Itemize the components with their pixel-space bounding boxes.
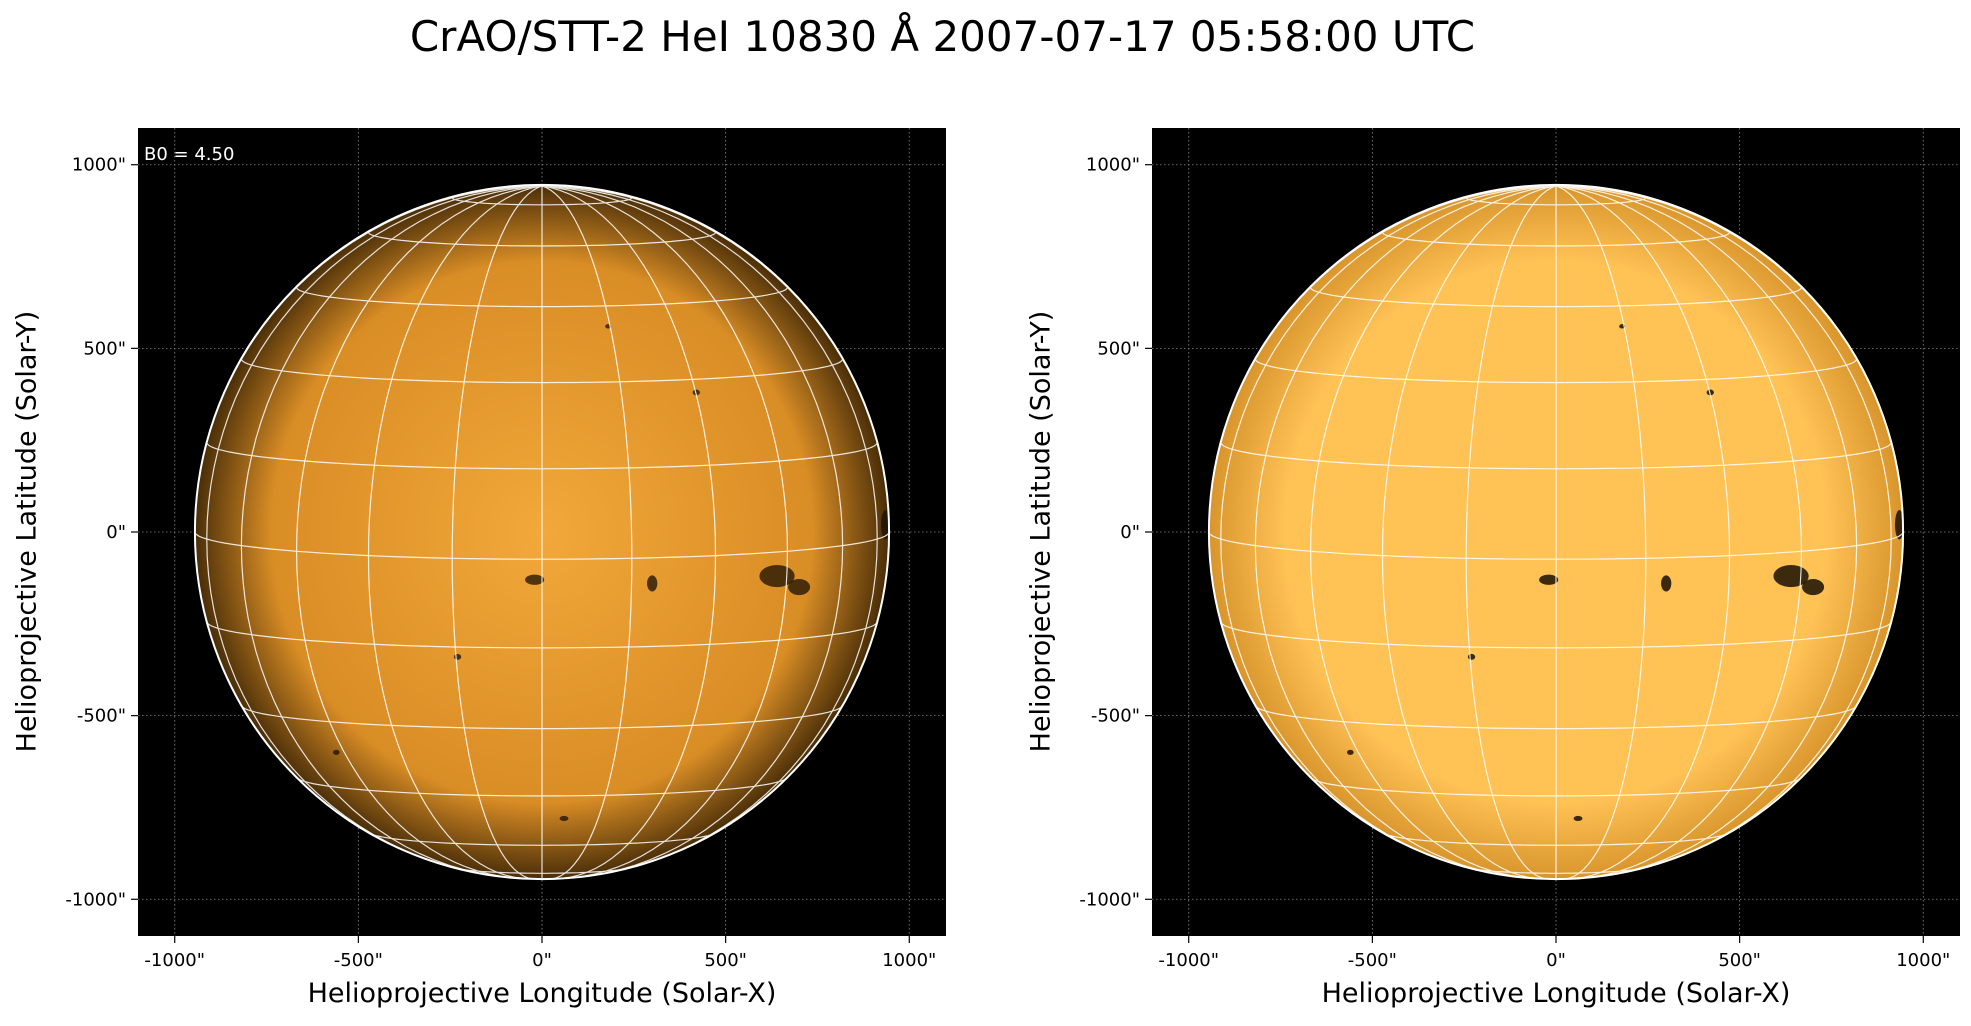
solar-limb (193, 183, 891, 881)
dark-feature (1573, 815, 1583, 822)
dark-feature (525, 574, 545, 585)
y-tick-label: 0" (106, 522, 126, 543)
solar-limb (1207, 183, 1905, 881)
longitude-line (541, 185, 789, 878)
x-tick-label: 0" (532, 950, 552, 971)
longitude-line (206, 185, 543, 864)
y-tick-label: 0" (1120, 522, 1140, 543)
longitude-line (541, 185, 844, 877)
left-map: -1000" -500" 0" 500" 1000" 1000" 500" 0" -500" -1… (65, 128, 946, 971)
dark-feature (1539, 574, 1559, 585)
right-x-axis-label: Helioprojective Longitude (Solar-X) (1321, 978, 1791, 1009)
longitude-line (240, 185, 543, 877)
x-tick-label: 1000" (882, 950, 936, 971)
right-y-axis-label: Helioprojective Latitude (Solar-Y) (1025, 310, 1057, 753)
figure-title: CrAO/STT-2 HeI 10830 Å 2007-07-17 05:58:… (409, 12, 1476, 61)
disk-features (333, 324, 890, 822)
longitude-line (1555, 185, 1858, 877)
longitude-line (1555, 185, 1731, 880)
longitude-line (1220, 185, 1557, 864)
right-panel: -1000" -500" 0" 500" 1000" 1000" 500" 0" -500" -1… (1014, 0, 1971, 1026)
x-tick-label: 500" (704, 950, 747, 971)
dark-feature (1467, 653, 1476, 660)
y-tick-label: -1000" (65, 889, 126, 910)
longitude-line (451, 185, 543, 880)
longitude-line (541, 185, 717, 880)
dark-feature (1894, 509, 1904, 540)
x-tick-label: -500" (334, 950, 383, 971)
x-tick-label: -1000" (144, 950, 205, 971)
longitude-line (1381, 185, 1557, 880)
x-tick-label: -500" (1348, 950, 1397, 971)
longitude-line (541, 185, 878, 864)
dark-feature (559, 815, 569, 822)
longitude-line (367, 185, 543, 880)
longitude-line (1465, 185, 1557, 880)
disk-features (1347, 324, 1904, 822)
y-tick-label: -500" (1091, 706, 1140, 727)
dark-feature (453, 653, 462, 660)
dark-feature (647, 575, 658, 592)
y-tick-label: 500" (1097, 338, 1140, 359)
y-tick-label: -500" (77, 706, 126, 727)
y-tick-label: -1000" (1079, 889, 1140, 910)
y-tick-label: 1000" (1086, 155, 1140, 176)
x-tick-label: 500" (1718, 950, 1761, 971)
longitude-line (1555, 185, 1892, 864)
y-tick-label: 500" (83, 338, 126, 359)
dark-feature (1661, 575, 1672, 592)
longitude-line (1309, 185, 1557, 878)
x-tick-label: 0" (1546, 950, 1566, 971)
dark-feature (333, 749, 340, 755)
dark-feature (1347, 749, 1354, 755)
b0-annotation: B0 = 4.50 (144, 144, 234, 165)
longitude-line (295, 185, 543, 878)
dark-feature (880, 509, 890, 540)
dark-feature (788, 579, 811, 596)
x-tick-label: -1000" (1158, 950, 1219, 971)
longitude-line (1555, 185, 1803, 878)
longitude-line (541, 185, 633, 880)
dark-feature (1802, 579, 1825, 596)
x-tick-label: 1000" (1896, 950, 1950, 971)
longitude-line (1555, 185, 1647, 880)
left-x-axis-label: Helioprojective Longitude (Solar-X) (307, 978, 777, 1009)
y-tick-label: 1000" (72, 155, 126, 176)
longitude-line (1254, 185, 1557, 877)
right-map: -1000" -500" 0" 500" 1000" 1000" 500" 0" -500" -1… (1079, 128, 1960, 971)
left-y-axis-label: Helioprojective Latitude (Solar-Y) (11, 310, 43, 753)
left-panel: -1000" -500" 0" 500" 1000" 1000" 500" 0" -500" -1… (0, 0, 985, 1026)
